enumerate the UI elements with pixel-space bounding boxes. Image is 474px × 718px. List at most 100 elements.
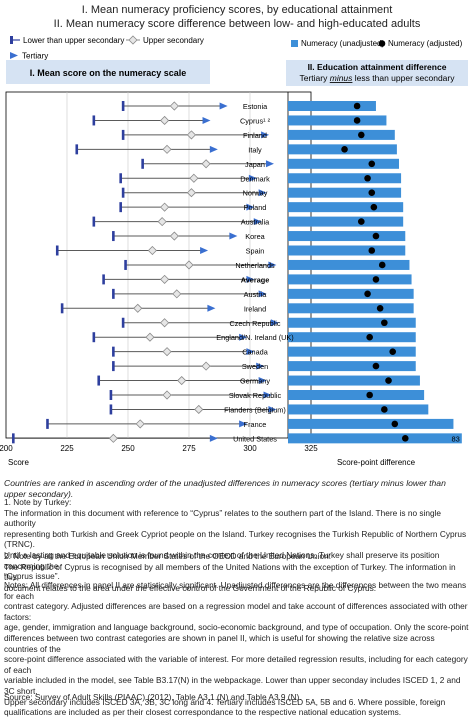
upper-secondary-marker	[157, 217, 167, 227]
x-tick-label: 325	[304, 444, 318, 453]
unadjusted-bar	[288, 288, 414, 299]
eu-note-line: document relates to the area under the e…	[4, 582, 377, 593]
adjusted-dot	[372, 276, 380, 283]
adjusted-dot	[370, 203, 378, 211]
legend-right: Numeracy (unadjusted) Numeracy (adjusted…	[291, 39, 463, 48]
country-label: Ireland	[244, 304, 266, 313]
unadjusted-bar	[288, 390, 425, 400]
unadjusted-bar	[288, 404, 429, 415]
legend-adjusted-label: Numeracy (adjusted)	[388, 39, 463, 48]
unadjusted-bar	[288, 245, 406, 256]
panel1-x-ticks: 200 225 250 275 300 325	[0, 444, 318, 453]
eu-note: 2. Note by all the European Union Member…	[4, 551, 470, 593]
lower-secondary-marker	[112, 346, 115, 357]
legend-unadjusted-label: Numeracy (unadjusted)	[301, 39, 384, 48]
upper-secondary-marker	[201, 159, 211, 169]
legend-lower-label: Lower than upper secondary	[23, 36, 124, 45]
adjusted-dot	[364, 290, 371, 298]
upper-secondary-marker	[186, 130, 197, 140]
panel2-x-axis-label: Score-point difference	[337, 458, 416, 467]
tertiary-marker	[258, 189, 267, 197]
lower-secondary-marker	[141, 158, 144, 169]
adjusted-dot	[357, 218, 365, 225]
upper-secondary-marker	[160, 115, 170, 126]
legend-unadjusted-swatch	[291, 40, 298, 47]
adjusted-dot	[378, 261, 386, 269]
tertiary-marker	[229, 232, 238, 240]
unadjusted-bar	[288, 274, 412, 285]
turkey-note-line: representing both Turkish and Greek Cypr…	[4, 528, 467, 550]
country-label: Average	[241, 275, 270, 284]
lower-secondary-marker	[121, 187, 125, 198]
upper-secondary-marker	[162, 390, 172, 400]
tertiary-marker	[253, 218, 262, 226]
legend-tertiary-label: Tertiary	[22, 52, 48, 61]
lower-secondary-marker	[55, 245, 59, 256]
lower-secondary-marker	[121, 129, 125, 140]
lower-secondary-marker	[112, 361, 115, 372]
x-tick-label: 275	[182, 444, 196, 453]
x-tick-label: 225	[60, 444, 74, 453]
upper-secondary-marker	[160, 202, 170, 212]
country-label: Austria	[244, 290, 268, 299]
adjusted-dot	[357, 131, 365, 139]
upper-secondary-marker	[169, 101, 179, 111]
upper-secondary-marker	[160, 274, 170, 284]
tertiary-marker	[258, 290, 267, 298]
upper-secondary-marker	[194, 404, 204, 415]
lower-secondary-marker	[121, 101, 125, 111]
unadjusted-bar	[288, 303, 414, 314]
country-label: United States	[233, 434, 277, 443]
country-label: Flanders (Belgium)	[224, 405, 286, 414]
country-label: Slovak Republic	[229, 391, 282, 400]
legend-upper-marker	[126, 35, 140, 45]
upper-secondary-marker	[169, 231, 179, 241]
lower-secondary-marker	[92, 332, 96, 343]
x-tick-label: 200	[0, 444, 13, 453]
country-label: Denmark	[240, 174, 270, 183]
title-line-2: II. Mean numeracy score difference betwe…	[53, 18, 421, 30]
country-label: Czech Republic	[229, 319, 280, 328]
tertiary-marker	[246, 203, 255, 211]
upper-secondary-marker	[162, 144, 172, 154]
chart: Lower than upper secondary Upper seconda…	[0, 35, 468, 467]
country-label: Estonia	[243, 102, 268, 111]
panel1-x-axis-label: Score	[8, 458, 29, 467]
upper-secondary-marker	[201, 361, 211, 371]
legend-adjusted-dot	[378, 40, 386, 47]
panel2-marks: 83	[288, 101, 462, 444]
lower-secondary-marker	[97, 375, 101, 386]
notes-line: score-point difference associated with t…	[4, 654, 468, 675]
adjusted-dot	[353, 117, 361, 124]
upper-secondary-marker	[172, 289, 182, 299]
tertiary-marker	[209, 434, 218, 442]
tertiary-marker	[263, 391, 272, 399]
unadjusted-bar	[288, 216, 404, 227]
eu-note-line: The Republic of Cyprus is recognised by …	[4, 561, 456, 583]
notes-line: variable included in the model, see Tabl…	[4, 675, 461, 696]
title-line-1: I. Mean numeracy proficiency scores, by …	[81, 4, 393, 16]
upper-secondary-marker	[184, 260, 194, 270]
country-label: Italy	[248, 145, 262, 154]
unadjusted-bar	[288, 346, 416, 357]
notes-line: differences between two contrast categor…	[4, 632, 435, 654]
upper-secondary-marker	[133, 303, 143, 313]
unadjusted-bar	[288, 418, 454, 429]
country-label: Spain	[246, 247, 265, 256]
data-label: 83	[451, 434, 459, 443]
adjusted-dot	[381, 319, 388, 327]
turkey-note-line: 1. Note by Turkey:	[4, 497, 72, 507]
country-label: Germany	[240, 377, 270, 386]
lower-secondary-marker	[121, 317, 125, 328]
tertiary-marker	[200, 247, 209, 254]
turkey-note-line: The information in this document with re…	[4, 507, 442, 529]
adjusted-dot	[368, 160, 376, 168]
x-tick-label: 300	[243, 444, 257, 453]
panel1-header: I. Mean score on the numeracy scale	[30, 68, 187, 78]
adjusted-dot	[391, 420, 399, 428]
lower-secondary-marker	[60, 303, 64, 314]
country-label: Norway	[243, 189, 268, 198]
lower-secondary-marker	[112, 231, 115, 242]
notes-line: Upper secondary includes ISCED 3A, 3B, 3…	[4, 696, 446, 707]
country-label: Canada	[242, 348, 269, 357]
